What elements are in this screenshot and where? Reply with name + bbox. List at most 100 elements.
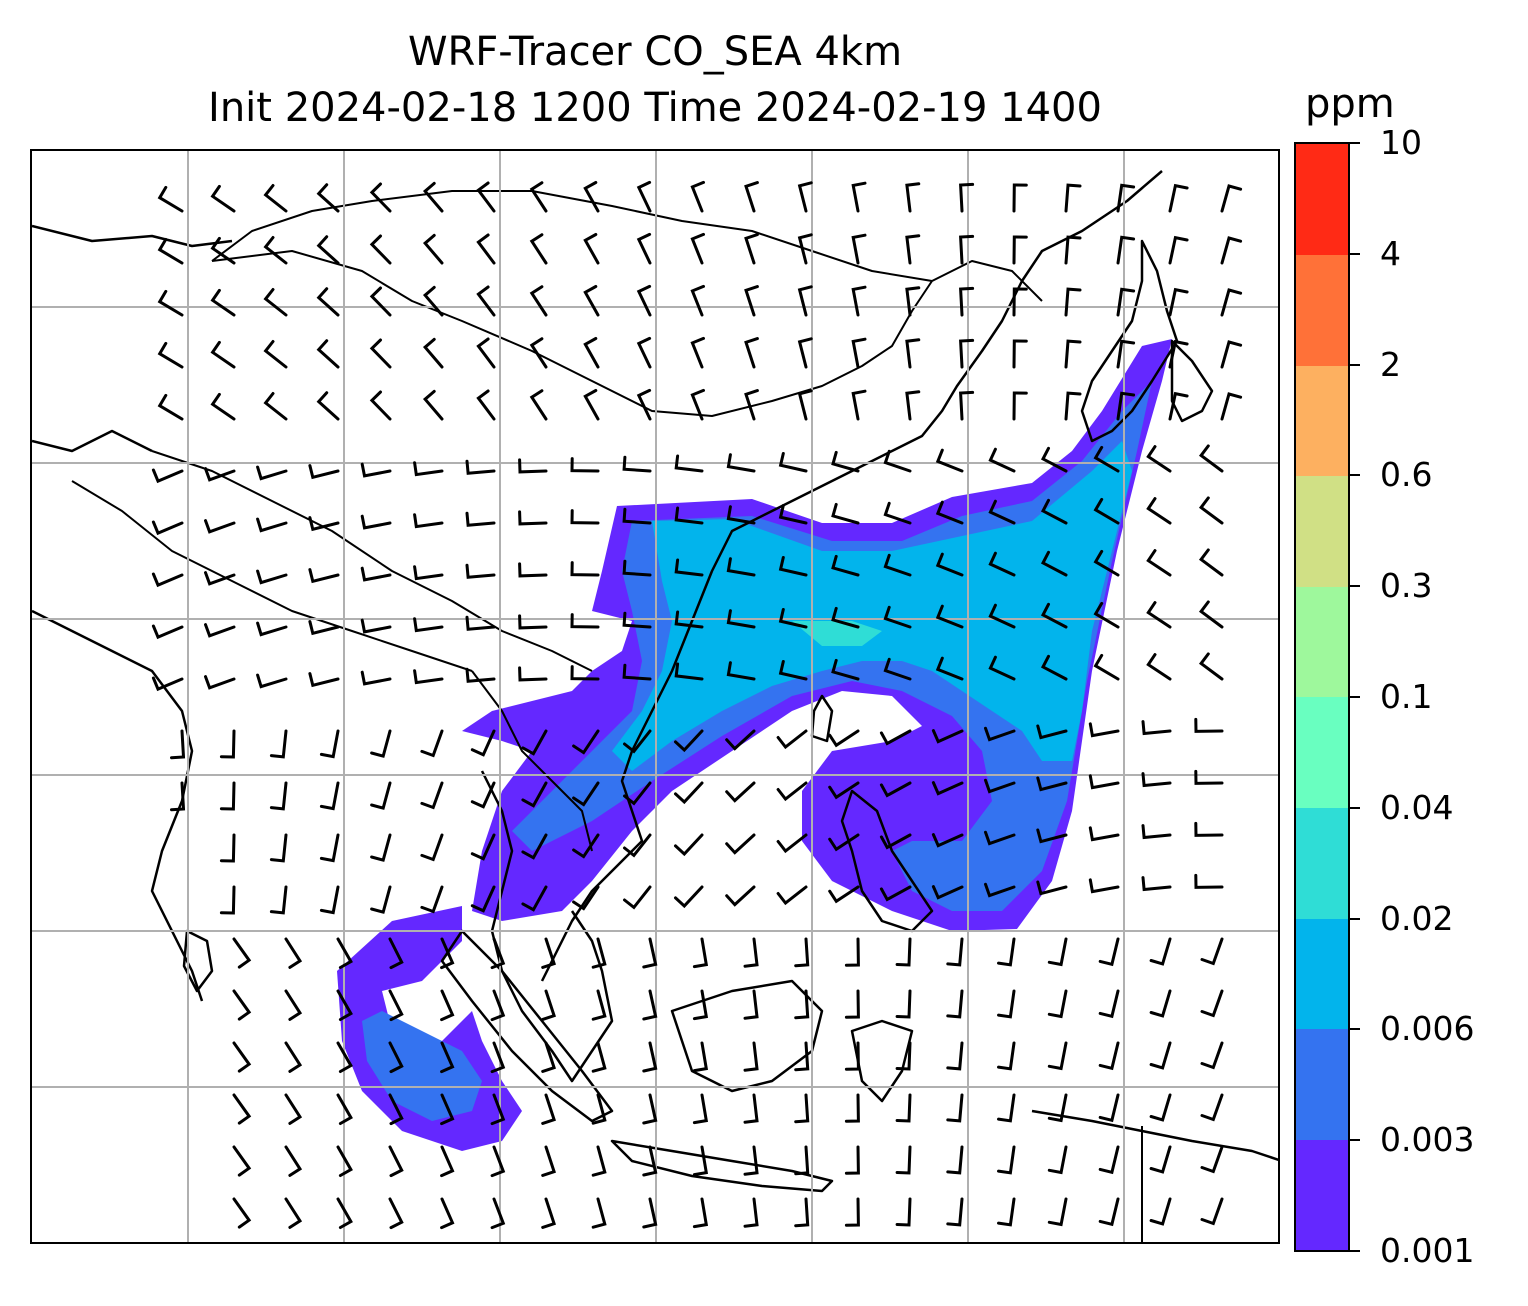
wind-barb [1098,989,1120,1019]
wind-barb [388,1041,404,1074]
wind-barb [794,1041,810,1072]
wind-barb [591,1145,607,1177]
wind-barb [778,504,808,525]
wind-barb [1116,235,1136,265]
wind-barb [946,1145,964,1175]
wind-barb [828,729,860,748]
colorbar-tick-label: 0.02 [1380,898,1454,938]
colorbar-unit-label: ppm [1305,81,1395,127]
wind-barb [157,185,184,213]
wind-barb [336,1145,353,1177]
wind-barb [1116,183,1136,213]
wind-barb-layer [151,180,1243,1230]
wind-barb [692,989,709,1021]
wind-barb [776,833,808,854]
wind-barb [879,833,912,850]
wind-barb [1141,720,1172,736]
wind-barb [319,885,340,915]
wind-barb [1040,446,1068,473]
wind-barb [529,389,548,421]
wind-barb [490,989,506,1022]
wind-barb [151,624,184,640]
wind-barb [284,1197,303,1229]
wind-barb [360,566,392,582]
wind-barb [692,1197,709,1229]
wind-barb [591,937,607,969]
wind-barb [883,501,912,525]
wind-barb [210,236,236,265]
title-line-1: WRF-Tracer CO_SEA 4km [407,29,903,75]
wind-barb [336,937,353,969]
wind-barb [1200,1093,1224,1122]
colorbar-tick [1350,917,1360,920]
wind-barb [1194,821,1224,837]
wind-barb [440,1041,455,1074]
colorbar-tick-label: 2 [1380,344,1401,384]
wind-barb [1040,550,1068,577]
wind-barb [642,937,658,969]
wind-barb [284,1145,303,1177]
wind-barb [284,989,303,1021]
wind-barb [776,729,808,750]
plume-core [612,441,1132,771]
wind-barb [541,1197,556,1229]
wind-barb [583,181,600,213]
colorbar-segment [1296,1139,1348,1251]
wind-barb [204,519,236,534]
wind-barb [518,562,548,578]
wind-barb [1036,828,1068,844]
wind-barb [1098,937,1120,967]
wind-barb [743,989,759,1020]
wind-barb [591,1093,607,1125]
wind-barb [931,885,964,900]
colorbar-tick [1350,1139,1360,1142]
wind-barb [946,1197,964,1227]
wind-barb [360,670,392,686]
wind-barb [797,233,813,265]
wind-barb [1146,653,1172,681]
wind-barb [692,1093,709,1125]
wind-barb [794,989,810,1020]
wind-barb [370,781,392,810]
wind-barb [219,833,236,863]
wind-barb [1220,340,1243,369]
wind-barb [744,337,759,369]
wind-barb [440,989,455,1022]
wind-barb [541,937,556,969]
wind-barb [256,621,288,637]
wind-barb [1088,774,1120,790]
wind-barb [263,184,288,213]
wind-barb [583,389,600,421]
colorbar-tick [1350,696,1360,698]
wind-barb [623,885,652,910]
wind-barb [256,517,288,533]
wind-barb [570,561,600,577]
wind-barb [1040,654,1068,681]
wind-barb [905,286,921,317]
wind-barb [204,675,236,690]
wind-barb [256,569,288,585]
wind-barb [370,833,392,862]
wind-barb [831,658,860,681]
wind-barb [1200,1145,1224,1174]
wind-barb [465,615,496,631]
wind-barb [828,833,860,852]
wind-barb [256,465,288,481]
wind-barb [636,336,652,369]
wind-barb [570,457,600,473]
wind-barb [1093,497,1120,525]
wind-barb [1220,288,1243,317]
wind-barb [521,729,548,756]
wind-barb [744,285,759,317]
wind-barb [844,1145,860,1175]
wind-barb [210,288,236,317]
wind-barb [674,833,704,857]
wind-barb [794,1145,810,1176]
wind-barb [642,1197,658,1229]
wind-barb [935,552,964,577]
wind-barb [316,287,340,317]
wind-barb [776,781,808,802]
wind-barb [470,781,496,809]
wind-barb [572,729,600,755]
wind-barb [743,1145,759,1176]
